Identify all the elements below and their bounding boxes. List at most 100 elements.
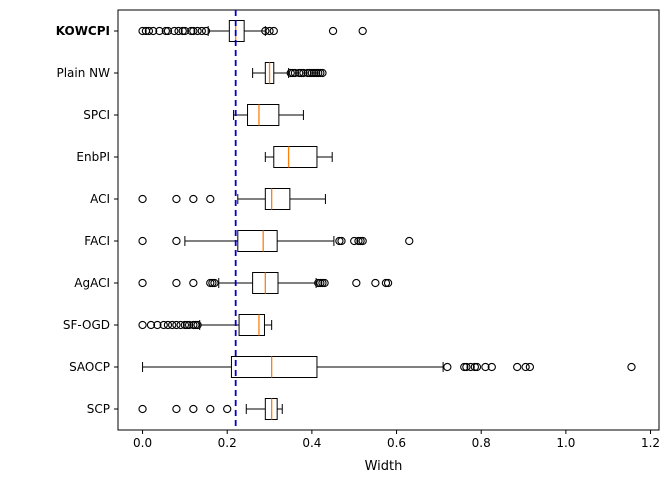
outlier-point — [350, 236, 359, 246]
outlier-point — [189, 194, 198, 204]
outlier-point — [138, 236, 147, 246]
outlier-point — [206, 404, 215, 414]
outlier-point — [358, 236, 367, 246]
outlier-point — [462, 362, 471, 372]
outlier-point — [178, 26, 187, 36]
box — [273, 146, 318, 168]
outlier-point — [356, 236, 365, 246]
outlier-point — [184, 320, 194, 330]
x-tick-label: 0.2 — [218, 436, 237, 450]
box — [247, 104, 280, 126]
box — [228, 20, 245, 42]
axes: KOWCPI Plain NW SPCI EnbPI ACI FACI AgACI SF-OG… — [56, 10, 660, 450]
outlier-point — [460, 362, 469, 372]
outlier-point — [513, 362, 522, 372]
outlier-point — [265, 26, 274, 36]
outlier-point — [138, 404, 147, 414]
box-group-spci — [233, 104, 304, 126]
plot-area — [138, 20, 636, 420]
outlier-point — [381, 278, 391, 288]
box-group-enbpi — [264, 146, 333, 168]
outlier-point — [316, 278, 325, 288]
outlier-point — [172, 236, 181, 246]
outlier-point — [172, 278, 181, 288]
outlier-point — [352, 278, 361, 288]
outlier-point — [305, 68, 314, 78]
outlier-point — [146, 320, 156, 330]
y-tick-label-spci: SPCI — [83, 108, 110, 122]
box — [230, 356, 318, 378]
outlier-point — [261, 26, 270, 36]
outlier-point — [206, 278, 215, 288]
box-group-aci — [138, 188, 326, 210]
box — [238, 314, 265, 336]
box-group-saocp — [142, 356, 636, 378]
outlier-point — [172, 194, 181, 204]
y-tick-label-scp: SCP — [87, 402, 110, 416]
outlier-point — [337, 236, 346, 246]
outlier-point — [189, 320, 198, 330]
outlier-point — [193, 320, 202, 330]
y-tick-label-saocp: SAOCP — [69, 360, 110, 374]
box-group-scp — [138, 398, 283, 420]
outlier-point — [318, 68, 327, 78]
outlier-point — [208, 278, 217, 288]
outlier-point — [288, 68, 297, 78]
box-group-agaci — [138, 272, 393, 294]
outlier-point — [180, 320, 190, 330]
outlier-point — [443, 362, 452, 372]
outlier-point — [138, 194, 147, 204]
outlier-point — [155, 26, 164, 36]
outlier-point — [138, 278, 147, 288]
outlier-point — [295, 68, 304, 78]
outlier-point — [193, 26, 202, 36]
outlier-point — [299, 68, 308, 78]
outlier-point — [138, 320, 147, 330]
outlier-point — [223, 404, 232, 414]
outlier-point — [472, 362, 482, 372]
outlier-point — [148, 26, 158, 36]
outlier-point — [481, 362, 490, 372]
outlier-point — [309, 68, 319, 78]
outlier-point — [371, 278, 380, 288]
outlier-point — [354, 236, 363, 246]
outlier-point — [182, 320, 192, 330]
outlier-point — [163, 26, 173, 36]
outlier-point — [210, 278, 219, 288]
outlier-point — [303, 68, 312, 78]
outlier-point — [335, 236, 344, 246]
box — [237, 230, 278, 252]
outlier-point — [269, 26, 278, 36]
outlier-point — [487, 362, 496, 372]
outlier-point — [153, 320, 162, 330]
outlier-point — [470, 362, 480, 372]
x-tick-label: 0.4 — [302, 436, 321, 450]
outlier-point — [314, 68, 323, 78]
outlier-point — [189, 404, 198, 414]
x-tick-label: 0.0 — [133, 436, 152, 450]
x-tick-label: 0.6 — [387, 436, 406, 450]
y-tick-label-plain-nw: Plain NW — [56, 66, 110, 80]
outlier-point — [170, 26, 179, 36]
outlier-point — [297, 68, 306, 78]
outlier-point — [187, 26, 196, 36]
outlier-point — [201, 26, 211, 36]
outlier-point — [163, 320, 173, 330]
box-group-faci — [138, 230, 414, 252]
outlier-point — [286, 68, 295, 78]
outlier-point — [206, 194, 215, 204]
outlier-point — [525, 362, 535, 372]
x-tick-label: 0.8 — [472, 436, 491, 450]
box-group-kowcpi — [138, 20, 367, 42]
outlier-point — [138, 26, 147, 36]
outlier-point — [176, 320, 185, 330]
outlier-point — [383, 278, 393, 288]
y-tick-label-aci: ACI — [90, 192, 110, 206]
outlier-point — [358, 26, 367, 36]
outlier-point — [314, 278, 323, 288]
x-tick-label: 1.0 — [556, 436, 575, 450]
y-tick-label-agaci: AgACI — [74, 276, 110, 290]
outlier-point — [405, 236, 414, 246]
outlier-point — [318, 278, 327, 288]
outlier-point — [159, 320, 168, 330]
